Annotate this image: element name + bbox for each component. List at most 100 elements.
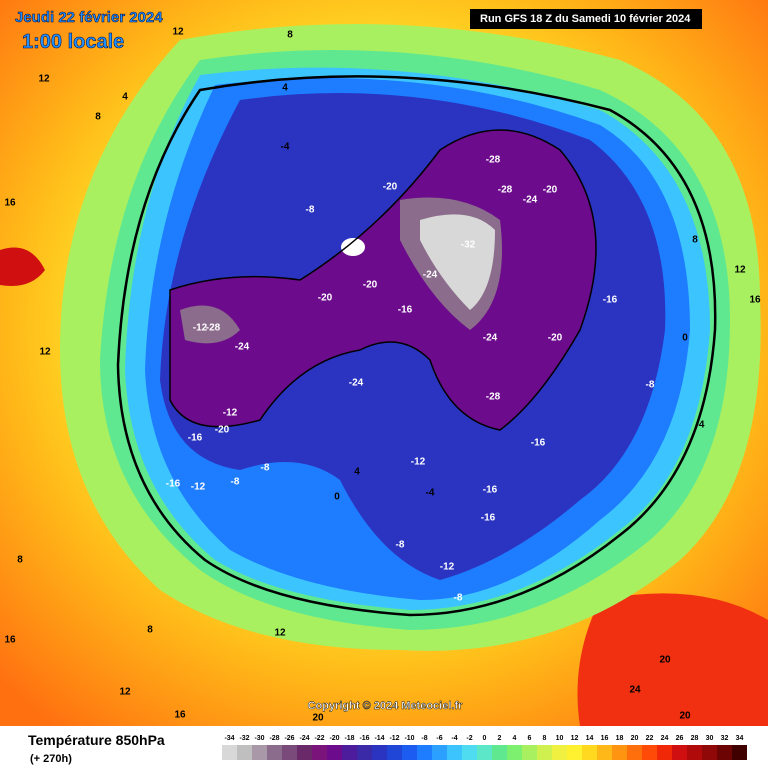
contour-label: -28 xyxy=(206,323,221,334)
color-swatch xyxy=(672,745,687,760)
legend-lead: (+ 270h) xyxy=(30,753,72,765)
contour-label: 12 xyxy=(172,27,184,38)
contour-label: 16 xyxy=(749,295,761,306)
color-swatch xyxy=(567,745,582,760)
color-swatch xyxy=(687,745,702,760)
colorbar-label: 16 xyxy=(601,735,609,742)
color-swatch xyxy=(357,745,372,760)
colorbar-label: 6 xyxy=(528,735,532,742)
colorbar-label: 4 xyxy=(513,735,517,742)
contour-label: -24 xyxy=(423,270,438,281)
color-swatch xyxy=(507,745,522,760)
contour-label: -16 xyxy=(531,438,546,449)
legend-title: Température 850hPa xyxy=(28,732,165,748)
contour-label: -20 xyxy=(543,185,558,196)
contour-label: 0 xyxy=(682,333,688,344)
contour-label: -20 xyxy=(215,425,230,436)
color-swatch xyxy=(297,745,312,760)
colorbar-label: 18 xyxy=(616,735,624,742)
colorbar-label: -6 xyxy=(436,735,442,742)
colorbar-label: 8 xyxy=(543,735,547,742)
color-swatch xyxy=(267,745,282,760)
contour-label: -24 xyxy=(523,195,538,206)
contour-label: 12 xyxy=(274,628,286,639)
contour-label: -4 xyxy=(696,420,705,431)
colorbar-label: 32 xyxy=(721,735,729,742)
color-swatch xyxy=(402,745,417,760)
contour-label: -12 xyxy=(191,482,206,493)
colorbar-label: 12 xyxy=(571,735,579,742)
contour-label: -16 xyxy=(398,305,413,316)
colorbar-label: 26 xyxy=(676,735,684,742)
colorbar-label: -12 xyxy=(389,735,399,742)
colorbar-label: -14 xyxy=(374,735,384,742)
time-title: 1:00 locale xyxy=(22,31,124,53)
run-info: Run GFS 18 Z du Samedi 10 février 2024 xyxy=(480,13,691,25)
contour-label: -24 xyxy=(235,342,250,353)
color-swatch xyxy=(717,745,732,760)
contour-label: 12 xyxy=(119,687,131,698)
contour-label: -4 xyxy=(281,142,290,153)
map xyxy=(0,0,768,726)
colorbar-label: 0 xyxy=(483,735,487,742)
contour-label: -28 xyxy=(486,155,501,166)
contour-label: -12 xyxy=(223,408,238,419)
contour-label: -8 xyxy=(306,205,315,216)
contour-label: 4 xyxy=(282,83,288,94)
contour-label: 12 xyxy=(38,74,50,85)
contour-label: -8 xyxy=(396,540,405,551)
colorbar-label: -10 xyxy=(404,735,414,742)
contour-label: 20 xyxy=(659,655,671,666)
contour-label: -16 xyxy=(483,485,498,496)
contour-label: 16 xyxy=(174,710,186,721)
color-swatch xyxy=(327,745,342,760)
colorbar-label: 14 xyxy=(586,735,594,742)
contour-label: -32 xyxy=(461,240,476,251)
contour-label: -8 xyxy=(231,477,240,488)
colorbar-label: -8 xyxy=(421,735,427,742)
map-labels: 12 8 4 4 8 16 12 -4 -8 -20 -28 -28 -24 -20 -32 -24 -16 -2… xyxy=(4,27,761,724)
colorbar-label: -34 xyxy=(224,735,234,742)
color-swatch xyxy=(477,745,492,760)
contour-label: 8 xyxy=(287,30,293,41)
color-swatch xyxy=(732,745,747,760)
colorbar-label: -24 xyxy=(299,735,309,742)
color-swatch xyxy=(447,745,462,760)
color-swatch xyxy=(612,745,627,760)
color-swatch xyxy=(237,745,252,760)
contour-label: 16 xyxy=(4,635,16,646)
run-box xyxy=(470,9,702,29)
contour-label: 0 xyxy=(334,492,340,503)
color-swatch xyxy=(597,745,612,760)
color-swatch xyxy=(492,745,507,760)
contour-label: 12 xyxy=(734,265,746,276)
color-swatch xyxy=(627,745,642,760)
colorbar-label: 34 xyxy=(736,735,744,742)
color-swatch xyxy=(657,745,672,760)
colorbar-label: -22 xyxy=(314,735,324,742)
contour-label: -24 xyxy=(483,333,498,344)
colorbar-label: 28 xyxy=(691,735,699,742)
color-swatch xyxy=(252,745,267,760)
contour-label: 8 xyxy=(17,555,23,566)
colorbar: -34 -32 -30 -28 -26 -24 -22 -20 -18 -16 -14 -12 -10-… xyxy=(222,735,747,760)
color-swatch xyxy=(582,745,597,760)
colorbar-label: 30 xyxy=(706,735,714,742)
colorbar-label: -28 xyxy=(269,735,279,742)
colorbar-label: 24 xyxy=(661,735,669,742)
contour-label: -24 xyxy=(349,378,364,389)
contour-label: -8 xyxy=(454,593,463,604)
colorbar-label: 10 xyxy=(556,735,564,742)
contour-label: 20 xyxy=(679,711,691,722)
contour-label: 8 xyxy=(147,625,153,636)
contour-label: 16 xyxy=(4,198,16,209)
colorbar-label: -2 xyxy=(466,735,472,742)
copyright: Copyright © 2024 Meteociel.fr xyxy=(308,700,464,712)
colorbar-label: -18 xyxy=(344,735,354,742)
contour-label: -8 xyxy=(646,380,655,391)
contour-label: -12 xyxy=(193,323,208,334)
color-swatch xyxy=(552,745,567,760)
contour-label: -28 xyxy=(498,185,513,196)
contour-label: 8 xyxy=(95,112,101,123)
color-swatch xyxy=(312,745,327,760)
